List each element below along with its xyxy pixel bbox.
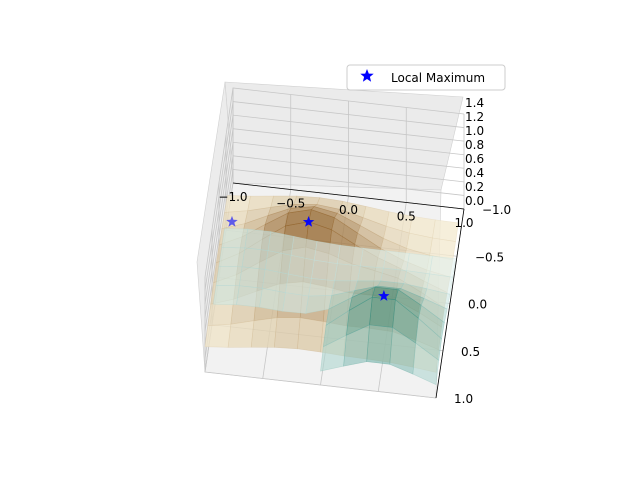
local-maximum-star-0 [302,216,315,227]
surface-teal-facet-20 [336,244,364,267]
y-tick-label-1: 0.5 [461,345,480,359]
surface-teal-facet-7 [236,285,263,308]
x-tick-label-3: 0.5 [397,210,416,224]
axis-lines [232,182,465,399]
y-tick-label-2: 0.0 [468,298,487,312]
z-tick-label-6: 0.2 [465,180,484,194]
surface-teal-facet-28 [357,265,384,282]
surface-teal-facet-16 [313,240,341,264]
surface-brown-facet-31 [273,317,301,350]
grid-line-z-4 [204,141,465,332]
y-tick-label-4: −1.0 [482,203,511,217]
surface-teal-facet-1 [218,247,246,268]
surface-teal-facet-15 [282,292,309,314]
surface-teal-facet-41 [406,253,433,275]
local-maximum-markers [226,215,390,301]
x-tick-label-4: 1.0 [454,216,473,230]
surface-teal-facet-6 [238,266,266,289]
surface-teal-facet-40 [366,324,393,365]
surface-teal-facet-3 [213,284,240,305]
z-tick-label-5: 0.4 [465,166,484,180]
legend: Local Maximum [346,64,506,91]
x-tick-label-2: 0.0 [339,203,358,217]
local-maximum-star-2 [226,215,238,227]
tick-labels: −1.0 −0.5 0.0 0.5 1.0 1.0 0.5 0.0 −0.5 −1.0 1.41.2… [218,96,511,406]
surface-teal-facet-2 [215,266,243,287]
z-tick-label-1: 1.2 [465,110,484,124]
surface-teal-facet-11 [259,287,286,312]
local-maximum-star-1 [378,290,390,301]
surface-teal-facet-27 [360,247,387,269]
surface-teal-facet-39 [369,296,396,328]
surface-teal [213,228,456,386]
surface-teal-facet-4 [244,228,272,251]
z-tick-label-3: 0.8 [465,138,484,152]
z-tick-label-4: 0.6 [465,152,484,166]
surface-teal-facet-54 [412,342,440,386]
grid-line-z-2 [204,114,465,305]
surface-teal-facet-34 [383,250,410,271]
grid-line-z-3 [204,128,465,318]
x-tick-label-0: −1.0 [218,190,247,204]
z-tick-label-0: 1.4 [465,96,484,110]
legend-label-local-maximum: Local Maximum [391,71,485,85]
surface-teal-facet-18 [308,278,335,297]
x-axis-line [232,182,465,210]
surface-teal-facet-0 [221,228,249,249]
back-wall-pane [224,81,464,191]
z-tick-label-2: 1.0 [465,124,484,138]
surface-brown-facet-7 [204,323,232,348]
surface-teal-facet-17 [311,259,338,282]
surface-teal-facet-48 [429,255,456,278]
y-tick-label-0: 1.0 [454,392,473,406]
legend-frame [346,64,506,91]
z-tick-label-7: 0.0 [465,194,484,208]
legend-star-icon [360,69,374,82]
x-tick-label-1: −0.5 [276,197,305,211]
y-axis-line [435,208,465,399]
grid-line-z-1 [204,101,465,291]
y-tick-label-3: −0.5 [475,250,504,264]
surface-brown-facet-15 [227,320,255,348]
grid-line-z-0 [204,87,465,278]
surface-brown-facet-23 [250,317,278,348]
surface-teal-facet-5 [241,247,269,270]
surface-brown-facet-39 [297,317,324,353]
surface-teal-facet-21 [334,263,361,282]
